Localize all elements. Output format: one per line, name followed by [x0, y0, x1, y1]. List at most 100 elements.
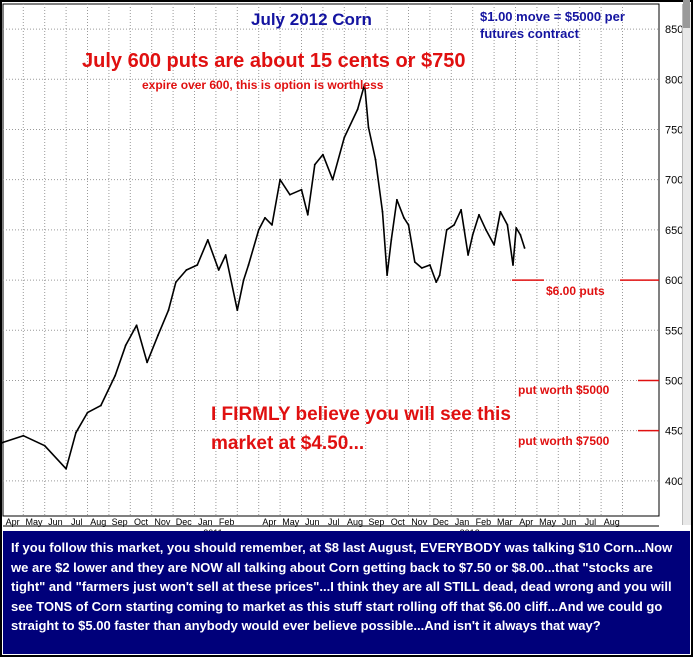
x-tick-label: Aug: [347, 517, 363, 527]
price-point: [322, 153, 324, 156]
price-point: [485, 229, 487, 231]
commentary-footer: If you follow this market, you should re…: [3, 531, 690, 654]
x-tick-label: Apr: [519, 517, 533, 527]
forecast-annotation: I FIRMLY believe you will see this marke…: [211, 404, 511, 454]
x-tick-label: Nov: [411, 517, 428, 527]
y-tick-label: 600: [665, 275, 683, 287]
x-tick-label: Oct: [134, 517, 149, 527]
x-tick-label: May: [25, 517, 43, 527]
price-point: [438, 274, 441, 276]
x-tick-label: Feb: [476, 517, 492, 527]
price-point: [242, 279, 245, 281]
price-point: [224, 254, 227, 256]
y-tick-label: 450: [665, 426, 683, 438]
price-point: [185, 269, 188, 271]
price-point: [420, 267, 423, 269]
y-tick-label: 400: [665, 476, 683, 488]
price-point: [124, 344, 127, 347]
price-point: [313, 163, 316, 166]
x-tick-label: Jun: [562, 517, 577, 527]
price-point: [157, 334, 159, 337]
price-point: [343, 136, 346, 139]
price-point: [356, 108, 359, 111]
price-point: [467, 254, 469, 256]
price-point: [493, 244, 495, 246]
price-point: [217, 269, 220, 271]
price-point: [471, 234, 474, 236]
x-tick-label: Jan: [455, 517, 470, 527]
price-point: [236, 309, 239, 312]
price-point: [1, 441, 3, 444]
price-point: [206, 239, 209, 241]
price-point: [429, 264, 431, 266]
price-point: [506, 224, 509, 226]
price-point: [374, 158, 377, 161]
price-point: [300, 188, 303, 191]
price-point: [289, 193, 291, 196]
puts-level-label: $6.00 puts: [546, 284, 605, 298]
puts-headline: July 600 puts are about 15 cents or $750: [82, 50, 466, 72]
x-tick-label: Aug: [90, 517, 106, 527]
x-tick-label: Aug: [604, 517, 620, 527]
move-value-note: $1.00 move = $5000 per futures contract: [480, 9, 625, 41]
plot-border: [2, 3, 660, 517]
price-point: [460, 208, 462, 211]
x-tick-label: Nov: [154, 517, 171, 527]
scrollbar-thumb[interactable]: [683, 0, 690, 28]
price-point: [363, 83, 366, 86]
y-tick-label: 800: [665, 74, 683, 86]
price-point: [43, 444, 46, 447]
price-point: [75, 431, 77, 434]
price-point: [306, 213, 309, 216]
price-point: [65, 467, 67, 470]
y-tick-label: 650: [665, 225, 683, 237]
price-point: [99, 404, 102, 407]
x-tick-label: Oct: [391, 517, 406, 527]
y-tick-label: 500: [665, 375, 683, 387]
x-tick-label: Apr: [6, 517, 20, 527]
x-tick-label: Jan: [198, 517, 213, 527]
price-point: [413, 261, 416, 263]
x-tick-label: May: [282, 517, 300, 527]
x-tick-label: Mar: [497, 517, 513, 527]
price-point: [114, 374, 117, 377]
price-point: [512, 264, 514, 266]
put-7500-label: put worth $7500: [518, 434, 610, 448]
x-tick-label: Jul: [328, 517, 340, 527]
price-point: [407, 224, 410, 226]
price-point: [390, 239, 393, 241]
chart-title: July 2012 Corn: [251, 10, 372, 29]
price-point: [478, 213, 480, 216]
x-tick-label: May: [539, 517, 557, 527]
price-point: [396, 198, 398, 201]
price-point: [196, 264, 199, 266]
x-tick-label: Jun: [48, 517, 63, 527]
price-point: [264, 216, 266, 219]
price-point: [367, 126, 370, 129]
price-point: [135, 324, 138, 327]
price-point: [515, 227, 518, 229]
price-point: [257, 229, 260, 231]
x-tick-label: Feb: [219, 517, 235, 527]
price-point: [86, 411, 89, 414]
x-tick-label: Dec: [176, 517, 193, 527]
price-point: [381, 210, 384, 213]
x-tick-label: Sep: [368, 517, 384, 527]
vertical-scrollbar[interactable]: [682, 4, 691, 525]
price-point: [445, 229, 448, 231]
x-tick-label: Jun: [305, 517, 320, 527]
price-point: [435, 281, 438, 283]
price-point: [519, 234, 522, 236]
price-point: [453, 224, 455, 226]
x-tick-label: Sep: [112, 517, 128, 527]
y-tick-label: 700: [665, 175, 683, 187]
price-point: [271, 224, 273, 226]
price-point: [167, 309, 170, 312]
price-point: [386, 274, 388, 276]
y-tick-label: 750: [665, 124, 683, 136]
puts-subline: expire over 600, this is option is worth…: [142, 78, 384, 92]
y-tick-label: 550: [665, 325, 683, 337]
price-point: [175, 281, 177, 283]
x-tick-label: Dec: [433, 517, 450, 527]
